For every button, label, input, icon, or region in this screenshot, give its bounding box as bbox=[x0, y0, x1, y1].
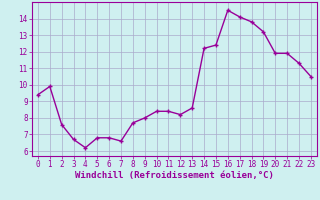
X-axis label: Windchill (Refroidissement éolien,°C): Windchill (Refroidissement éolien,°C) bbox=[75, 171, 274, 180]
